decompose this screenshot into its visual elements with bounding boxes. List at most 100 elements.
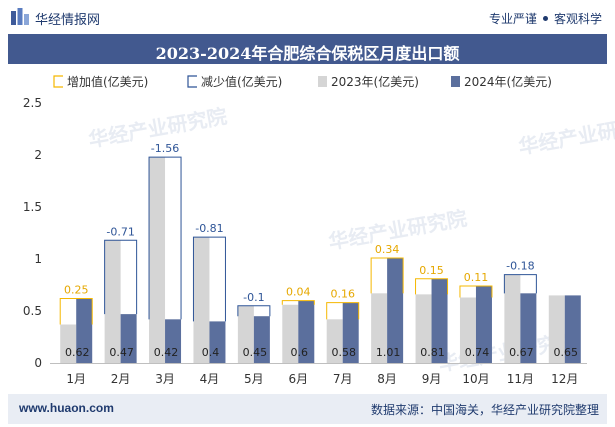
slogan: 专业严谨 客观科学 [489,10,602,27]
bar-2024 [76,298,93,363]
huajing-logo-icon [11,8,29,25]
change-bracket [192,236,226,322]
legend-label: 2024年(亿美元) [464,74,552,89]
top-header: 华经情报网 专业严谨 客观科学 [0,0,615,34]
legend-swatch [53,75,63,88]
value-label-2024: 0.42 [154,346,179,359]
change-bracket [281,300,315,305]
x-tick-label: 1月 [66,372,86,386]
change-bracket [415,278,449,295]
change-bracket [237,305,271,317]
slogan-right: 客观科学 [553,12,602,26]
change-label: -0.71 [106,225,134,238]
footer-url-link[interactable]: www.huaon.com [19,401,114,415]
change-bracket [459,285,493,298]
change-label: 0.16 [330,288,355,301]
value-label-2024: 0.45 [243,346,268,359]
bar-2023 [459,297,476,363]
bar-2023 [371,293,388,363]
x-tick-label: 7月 [333,372,353,386]
chart-legend: 增加值(亿美元) 减少值(亿美元) 2023年(亿美元) 2024年(亿美元) [53,74,552,89]
change-bracket [59,298,93,325]
bar-2023 [149,157,166,363]
value-label-2024: 0.4 [202,346,220,359]
bar-2024 [120,314,137,363]
bar-2023 [237,305,254,363]
value-label-2024: 0.81 [420,346,445,359]
y-tick-label: 1 [34,252,42,266]
y-tick-label: 2.5 [23,96,42,110]
change-label: 0.15 [419,264,444,277]
bar-2023 [504,274,521,363]
footer-source: 数据来源：中国海关，华经产业研究院整理 [370,403,599,417]
change-bracket [104,239,138,315]
footer-bar: www.huaon.com 数据来源：中国海关，华经产业研究院整理 [8,394,607,424]
change-label: -0.1 [243,291,264,304]
bar-2024 [342,302,359,363]
value-label-2024: 0.6 [291,346,309,359]
bar-2024 [387,257,404,363]
bar-2023 [548,295,565,363]
bar-2023 [104,240,121,363]
change-label: 0.11 [464,271,489,284]
bar-2024 [520,293,537,363]
value-label-2024: 0.67 [509,346,534,359]
change-label: 0.34 [375,243,400,256]
legend-label: 2023年(亿美元) [331,74,419,89]
bar-2023 [282,304,299,363]
x-tick-label: 2月 [111,372,131,386]
x-tick-label: 8月 [377,372,397,386]
data-labels: 0.25 0.62 -0.71 0.47 -1.56 0.42 -0.81 0.4 -0.1 0.… [64,142,578,359]
bar-2023 [60,324,77,363]
x-axis: 1月 2月 3月 4月 5月 6月 7月 8月 9月 10月 11月 12月 [50,363,587,386]
bar-2023 [193,237,210,363]
chart-title: 2023-2024年合肥综合保税区月度出口额 [155,44,460,63]
change-bracket [326,302,360,320]
y-tick-label: 0.5 [23,304,42,318]
bar-2024 [253,316,270,363]
value-label-2024: 0.74 [465,346,490,359]
bar-2024 [431,278,448,363]
bars [60,157,581,363]
slogan-left: 专业严谨 [488,12,537,26]
value-label-2024: 0.65 [554,346,579,359]
x-tick-label: 4月 [200,372,220,386]
x-tick-label: 12月 [551,372,578,386]
legend-label: 减少值(亿美元) [201,74,282,89]
y-axis: 0 0.5 1 1.5 2 2.5 [23,96,42,370]
bar-2024 [298,300,315,363]
x-tick-label: 11月 [507,372,534,386]
bar-2024 [165,319,182,363]
bar-2024 [564,295,581,363]
value-label-2024: 0.62 [65,346,90,359]
change-bracket [503,274,537,294]
x-tick-label: 6月 [288,372,308,386]
change-bracket [370,257,404,294]
value-label-2024: 1.01 [376,346,401,359]
y-tick-label: 1.5 [23,200,42,214]
x-tick-label: 9月 [422,372,442,386]
x-tick-label: 10月 [462,372,489,386]
bar-2023 [415,294,432,363]
y-tick-label: 0 [34,356,42,370]
x-tick-label: 5月 [244,372,264,386]
change-label: 0.04 [286,286,311,299]
legend-swatch [318,76,327,87]
bar-2024 [475,286,492,363]
watermark-text: 华经产业研究院 [517,111,615,159]
change-bracket [148,156,182,320]
change-label: -0.81 [195,222,223,235]
title-bar: 2023-2024年合肥综合保税区月度出口额 [8,34,607,64]
bar-2024 [209,321,226,363]
change-label: 0.25 [64,284,89,297]
change-label: -1.56 [151,142,179,155]
slogan-dot [542,16,548,21]
legend-label: 增加值(亿美元) [67,74,148,89]
legend-swatch [451,76,460,87]
value-label-2024: 0.47 [109,346,134,359]
change-label: -0.18 [506,260,534,273]
y-tick-label: 2 [34,148,42,162]
bar-chart: 华经产业研究院华经产业研究院华经产业研究院华经产业研究院 增加值(亿美元)减少值… [23,74,615,386]
value-label-2024: 0.58 [331,346,356,359]
bar-2023 [326,319,343,363]
